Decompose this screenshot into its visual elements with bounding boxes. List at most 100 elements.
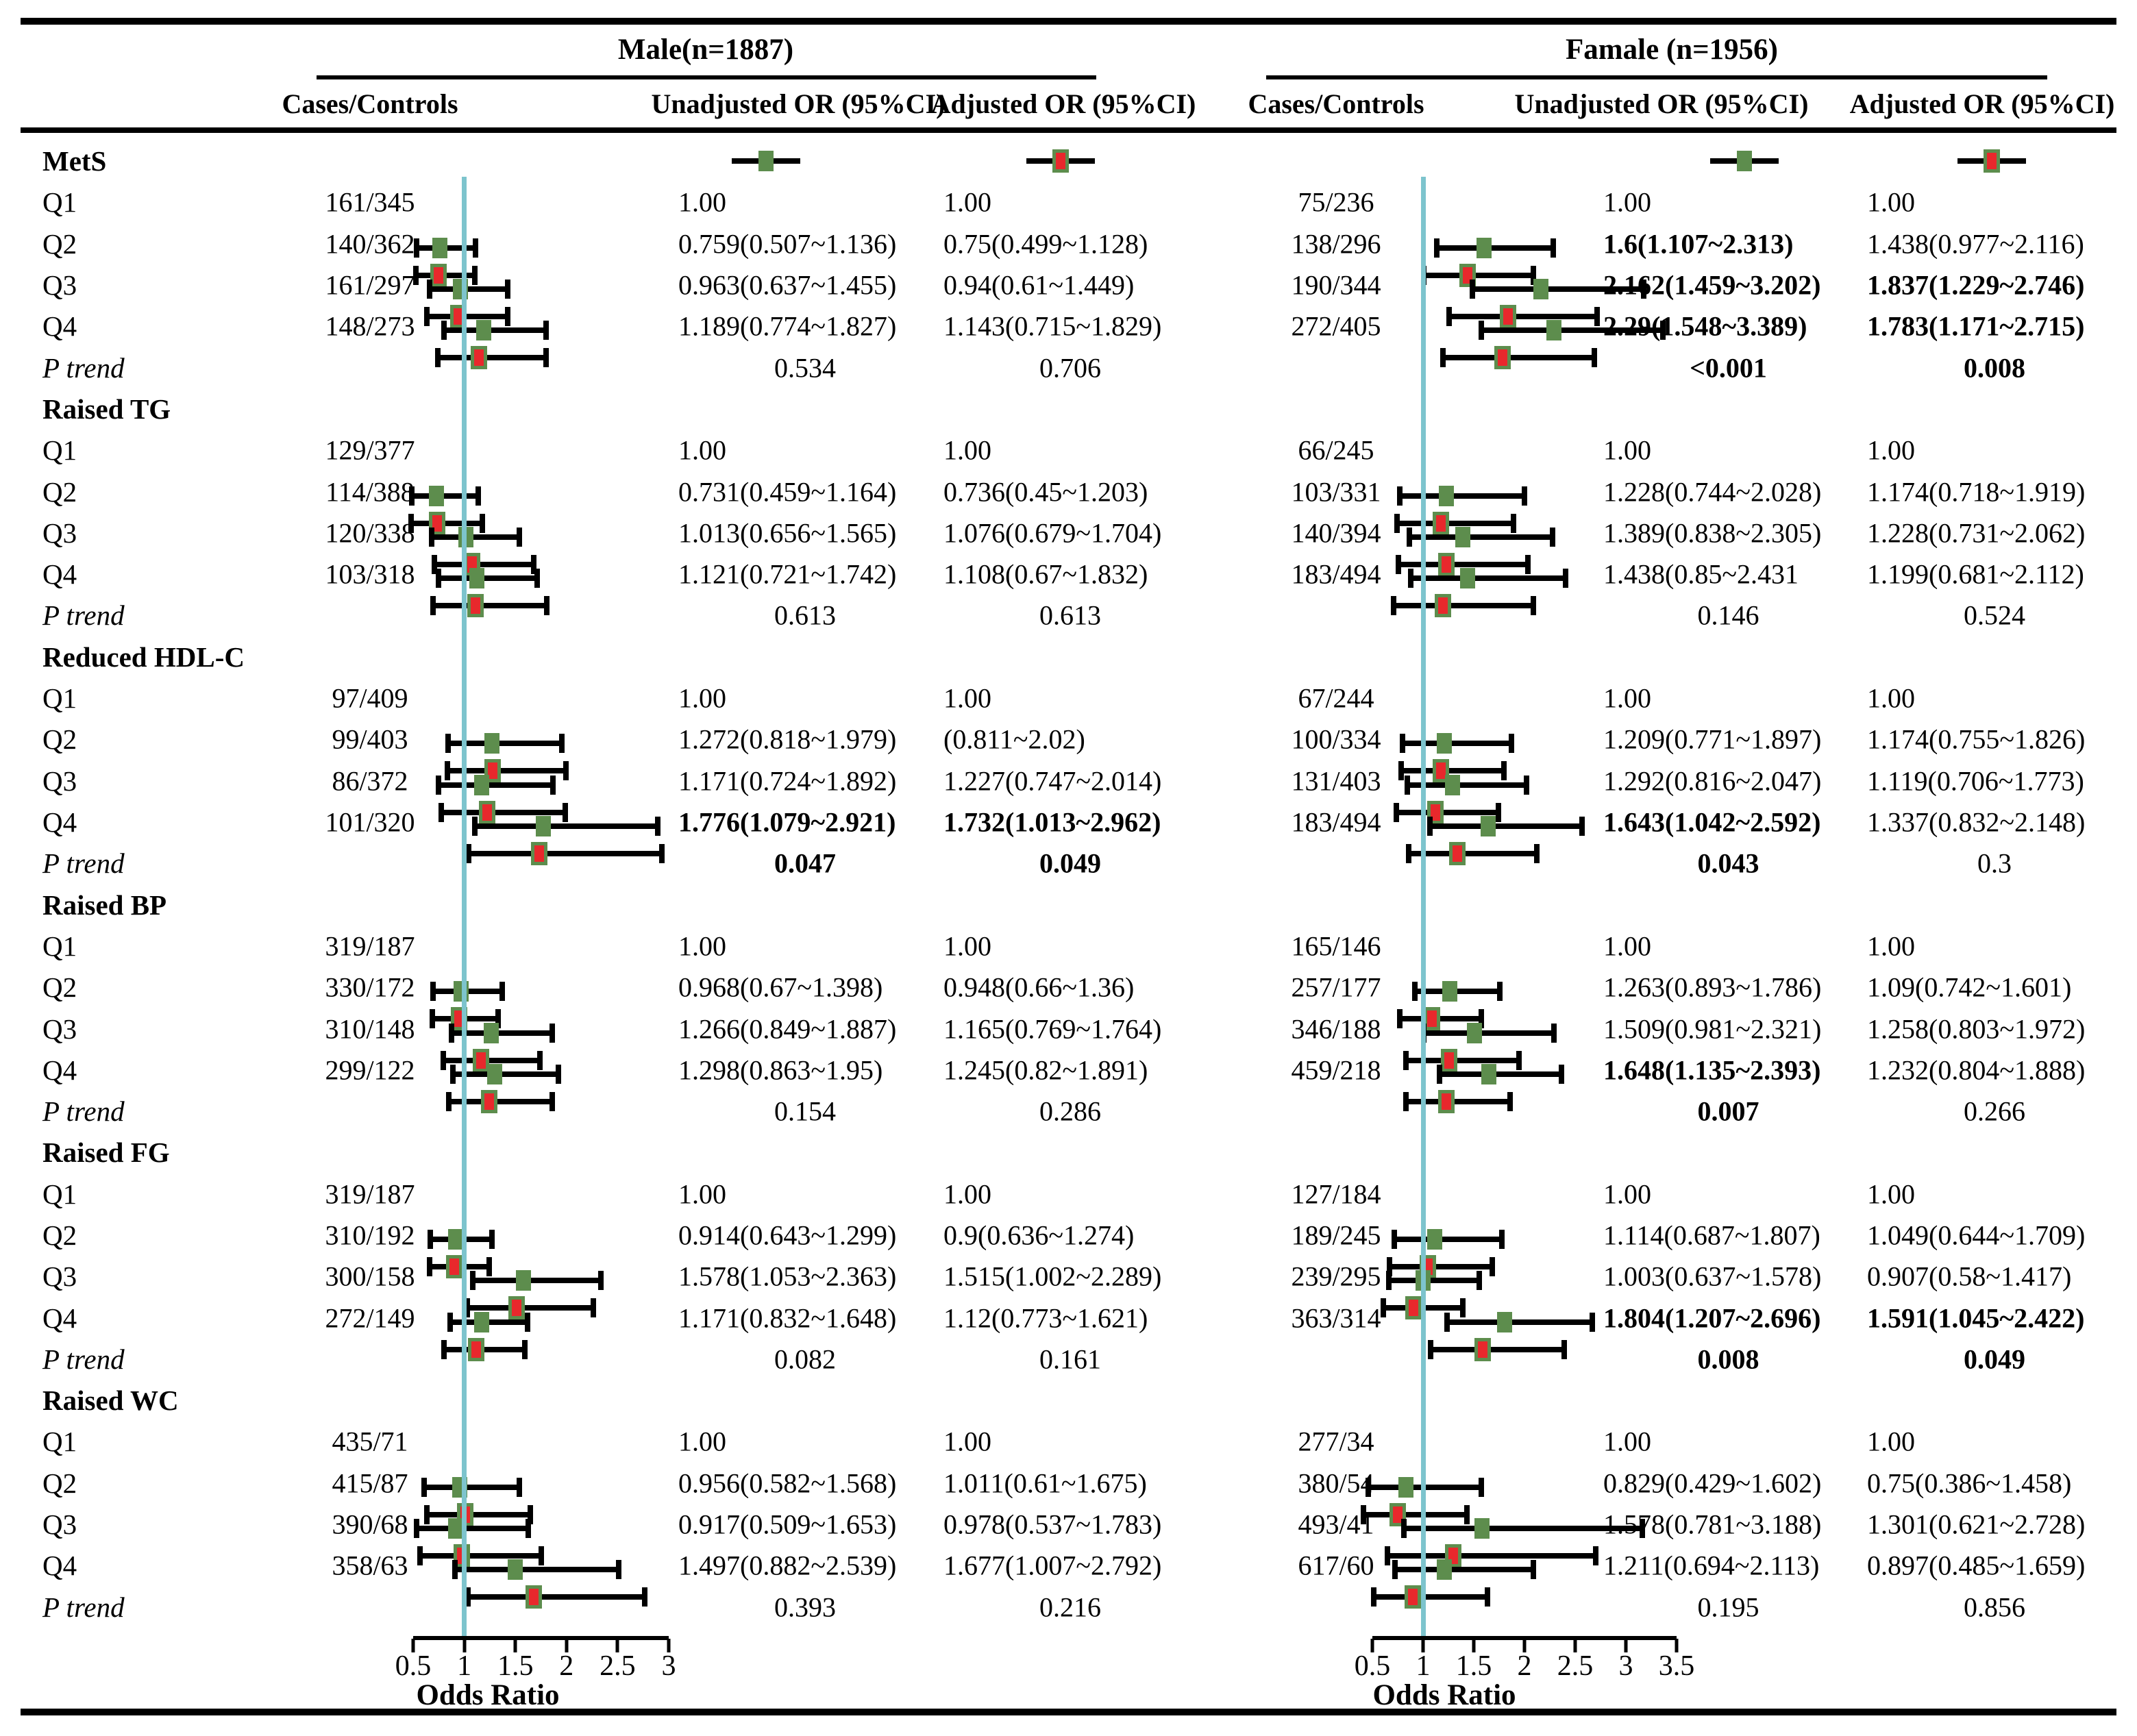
error-bar-cap-right xyxy=(1497,982,1503,1002)
cases-value: 138/296 xyxy=(1291,228,1381,260)
female-axis-tick-label: 1 xyxy=(1416,1650,1431,1682)
unadjusted-or-value: 0.759(0.507~1.136) xyxy=(678,228,897,260)
adjusted-or-value: 1.677(1.007~2.792) xyxy=(943,1550,1162,1581)
quartile-label: Q3 xyxy=(42,1509,77,1541)
error-bar-cap-right xyxy=(1459,1298,1466,1318)
error-bar-cap-right xyxy=(1591,348,1597,368)
cases-value: 358/63 xyxy=(332,1550,408,1581)
legend-marker-male-unadjusted xyxy=(732,151,800,171)
error-bar-line xyxy=(469,1278,604,1284)
cases-value: 103/318 xyxy=(325,558,415,590)
unadjusted-or-value: 1.013(0.656~1.565) xyxy=(678,517,897,549)
adjusted-or-value: 0.75(0.499~1.128) xyxy=(943,228,1148,260)
unadjusted-or-value: 1.509(0.981~2.321) xyxy=(1603,1013,1822,1044)
error-bar-line xyxy=(1440,355,1597,361)
error-bar-line xyxy=(1390,603,1536,609)
error-bar-line xyxy=(1396,561,1531,567)
marker-unadjusted xyxy=(475,320,491,341)
marker-adjusted xyxy=(481,1089,498,1113)
adjusted-or-value: (0.811~2.02) xyxy=(943,723,1085,755)
unadjusted-or-value: 1.776(1.079~2.921) xyxy=(678,806,896,838)
error-bar-cap-right xyxy=(549,775,556,795)
error-bar-cap-left xyxy=(1427,1339,1433,1359)
female-axis-tick-label: 3.5 xyxy=(1658,1650,1695,1682)
marker-adjusted xyxy=(1432,511,1449,535)
adjusted-or-value: 1.515(1.002~2.289) xyxy=(943,1261,1162,1292)
adjusted-or-value: 0.948(0.66~1.36) xyxy=(943,971,1135,1003)
unadjusted-or-value: 1.266(0.849~1.887) xyxy=(678,1013,897,1044)
adjusted-or-value: 1.00 xyxy=(943,1426,991,1457)
cases-value: 183/494 xyxy=(1291,558,1381,590)
p-trend-label: P trend xyxy=(42,351,125,384)
p-trend-value: 0.007 xyxy=(1697,1095,1759,1127)
error-bar-line xyxy=(445,741,565,747)
quartile-label: Q3 xyxy=(42,1261,77,1293)
p-trend-value: 0.146 xyxy=(1697,599,1759,631)
marker-adjusted xyxy=(479,800,496,824)
error-bar-cap-right xyxy=(505,280,511,299)
marker-adjusted xyxy=(1404,1585,1421,1609)
cases-value: 310/192 xyxy=(325,1219,415,1251)
marker-adjusted xyxy=(473,1048,490,1072)
error-bar-cap-left xyxy=(417,1546,423,1566)
section-label: Raised WC xyxy=(42,1385,179,1417)
marker-unadjusted xyxy=(1445,774,1461,795)
error-bar-line xyxy=(1400,741,1514,747)
cases-value: 435/71 xyxy=(332,1426,408,1457)
adjusted-or-value: 0.9(0.636~1.274) xyxy=(943,1219,1135,1251)
section-label: MetS xyxy=(42,145,107,177)
error-bar-cap-left xyxy=(1444,1312,1450,1332)
adjusted-or-value: 1.438(0.977~2.116) xyxy=(1867,228,2084,260)
cases-value: 190/344 xyxy=(1291,269,1381,301)
cases-value: 97/409 xyxy=(332,682,408,714)
error-bar-cap-right xyxy=(1530,596,1536,616)
cases-value: 459/218 xyxy=(1291,1054,1381,1086)
error-bar-cap-right xyxy=(655,816,661,836)
cases-value: 148/273 xyxy=(325,310,415,342)
error-bar-cap-right xyxy=(543,321,549,340)
marker-unadjusted xyxy=(1398,1476,1413,1498)
cases-value: 114/388 xyxy=(325,476,415,507)
male-axis-tick-label: 0.5 xyxy=(395,1650,432,1682)
p-trend-label: P trend xyxy=(42,1591,125,1623)
error-bar-line xyxy=(435,355,549,361)
male-axis-tick-label: 2.5 xyxy=(600,1650,636,1682)
marker-unadjusted xyxy=(474,1311,490,1332)
error-bar-cap-left xyxy=(1407,527,1412,547)
error-bar-cap-right xyxy=(563,761,569,781)
error-bar-cap-left xyxy=(1406,843,1412,863)
male-axis-tick xyxy=(565,1639,569,1652)
error-bar-cap-right xyxy=(1640,280,1646,299)
error-bar-line xyxy=(424,314,510,319)
legend-marker-female-unadjusted xyxy=(1710,151,1779,171)
p-trend-value: 0.613 xyxy=(1039,599,1101,631)
unadjusted-or-value: 1.292(0.816~2.047) xyxy=(1603,765,1822,797)
female-adjusted-header: Adjusted OR (95%CI) xyxy=(1849,88,2115,119)
error-bar-cap-right xyxy=(590,1298,596,1318)
error-bar-cap-right xyxy=(558,734,565,754)
section-label: Reduced HDL-C xyxy=(42,641,245,673)
p-trend-value: 0.049 xyxy=(1964,1343,2025,1375)
unadjusted-or-value: 1.648(1.135~2.393) xyxy=(1603,1054,1821,1086)
adjusted-or-value: 1.337(0.832~2.148) xyxy=(1867,806,2086,838)
bottom-rule xyxy=(21,1709,2116,1715)
p-trend-value: 0.393 xyxy=(774,1591,836,1623)
female-axis-tick-label: 3 xyxy=(1618,1650,1633,1682)
error-bar-line xyxy=(1370,1594,1490,1600)
p-trend-value: 0.266 xyxy=(1964,1095,2025,1127)
female-axis-tick xyxy=(1472,1639,1476,1652)
quartile-label: Q3 xyxy=(42,1013,77,1045)
error-bar-cap-right xyxy=(562,802,568,822)
error-bar-cap-right xyxy=(475,486,482,506)
error-bar-cap-right xyxy=(1533,843,1540,863)
unadjusted-or-value: 0.968(0.67~1.398) xyxy=(678,971,883,1003)
error-bar-cap-left xyxy=(438,802,444,822)
error-bar-cap-left xyxy=(441,1339,447,1359)
error-bar-line xyxy=(421,1484,523,1490)
unadjusted-or-value: 1.00 xyxy=(1603,1178,1651,1210)
female-axis-tick-label: 1.5 xyxy=(1455,1650,1492,1682)
marker-unadjusted xyxy=(474,774,490,795)
error-bar-cap-left xyxy=(445,761,451,781)
error-bar-cap-right xyxy=(616,1560,622,1580)
marker-unadjusted xyxy=(536,815,552,836)
